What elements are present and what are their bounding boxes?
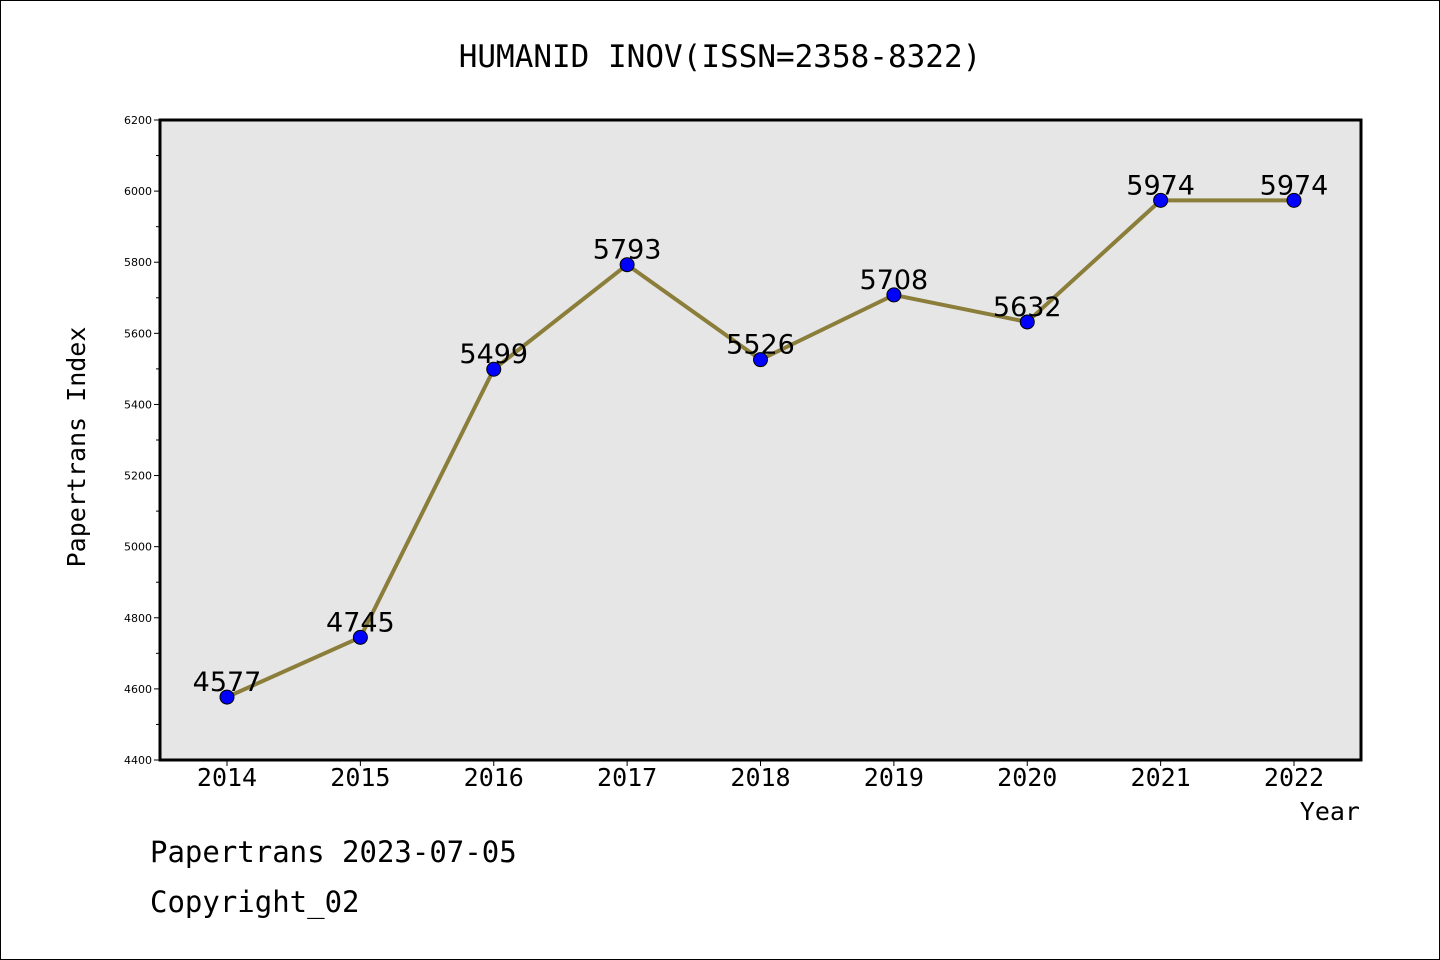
data-label: 5974 (1260, 170, 1329, 201)
y-tick-label: 5600 (124, 327, 152, 340)
data-point-marker (1153, 192, 1169, 208)
data-point-marker (753, 352, 768, 368)
data-point-marker (619, 257, 635, 273)
y-tick-label: 4800 (124, 612, 152, 625)
data-label: 5974 (1126, 170, 1195, 201)
data-point-marker (1019, 314, 1035, 330)
x-tick-label: 2020 (997, 763, 1057, 792)
x-tick-label: 2016 (464, 763, 524, 792)
y-axis-label: Papertrans Index (62, 327, 91, 568)
y-tick-label: 6200 (124, 114, 152, 127)
plot-area (158, 118, 1363, 762)
data-labels: 4577 4745 5499 5793 5526 5708 5632 5974 5974 (193, 170, 1329, 698)
data-label: 5793 (593, 235, 662, 266)
x-tick-label: 2018 (730, 763, 790, 792)
x-axis: 2014 2015 2016 2017 2018 2019 2020 2021 2022 (197, 760, 1324, 792)
x-tick-label: 2019 (864, 763, 924, 792)
x-tick-label: 2022 (1264, 763, 1324, 792)
data-point-marker (886, 287, 902, 303)
y-axis: 4400 4600 4800 5000 5200 5400 5600 5800 6000 6200 (124, 114, 160, 767)
y-tick-label: 5000 (124, 541, 152, 554)
data-label: 5526 (726, 330, 795, 361)
y-tick-label: 4600 (124, 683, 152, 696)
data-label: 5708 (860, 265, 929, 296)
x-tick-label: 2021 (1131, 763, 1191, 792)
data-label: 5632 (993, 292, 1062, 323)
data-point-marker (352, 629, 368, 645)
data-label: 4577 (193, 667, 262, 698)
chart-title: HUMANID INOV(ISSN=2358-8322) (459, 39, 982, 75)
x-axis-label: Year (1300, 797, 1360, 826)
y-tick-label: 4400 (124, 754, 152, 767)
y-tick-label: 5200 (124, 470, 152, 483)
y-tick-label: 5400 (124, 398, 152, 411)
data-point-marker (1286, 192, 1302, 208)
y-tick-label: 6000 (124, 185, 152, 198)
footer-copyright: Copyright_02 (150, 885, 360, 919)
footer-date: Papertrans 2023-07-05 (150, 835, 517, 869)
x-tick-label: 2015 (330, 763, 390, 792)
data-point-marker (219, 689, 235, 705)
data-label: 5499 (459, 339, 528, 370)
data-point-marker (486, 361, 502, 377)
x-tick-label: 2017 (597, 763, 657, 792)
x-tick-label: 2014 (197, 763, 257, 792)
y-tick-label: 5800 (124, 256, 152, 269)
data-label: 4745 (326, 607, 395, 638)
series-markers (219, 192, 1302, 705)
